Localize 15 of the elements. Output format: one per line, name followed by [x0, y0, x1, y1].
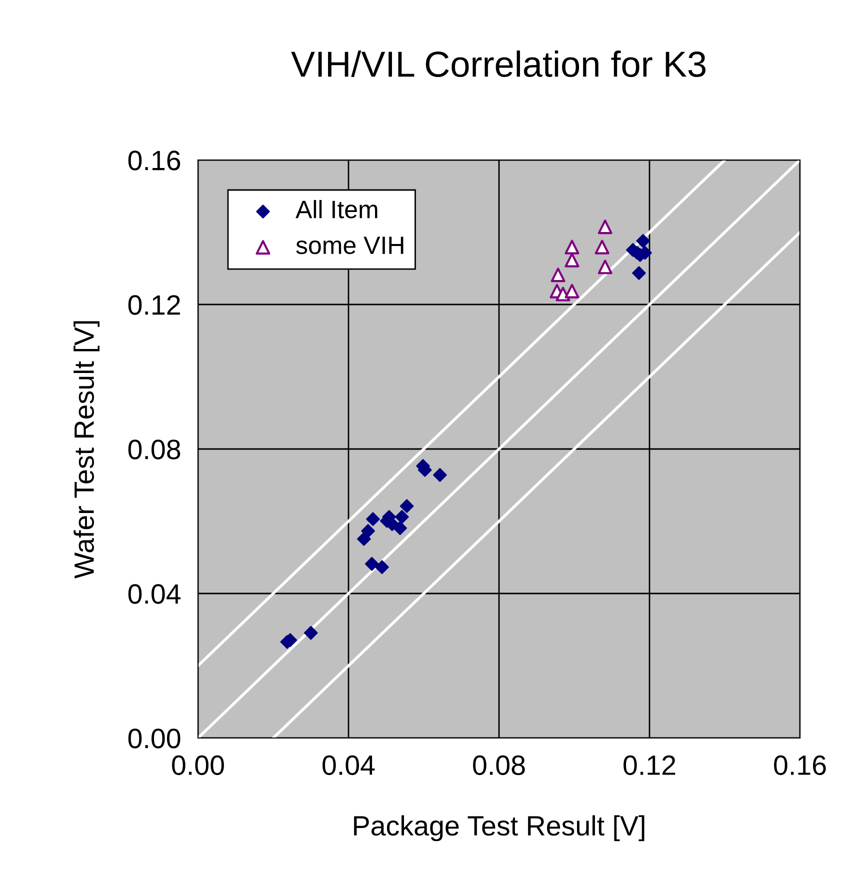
- x-tick-label: 0.00: [172, 755, 224, 776]
- x-tick-label: 0.08: [473, 755, 525, 776]
- y-tick-label: 0.00: [128, 728, 180, 748]
- x-tick-label: 0.12: [624, 755, 676, 776]
- x-axis-title: Package Test Result [V]: [354, 815, 644, 842]
- y-tick-label: 0.04: [128, 584, 181, 604]
- y-tick-label: 0.08: [128, 440, 180, 460]
- legend-label: some VIH: [296, 236, 404, 254]
- legend-label: All Item: [296, 200, 378, 218]
- x-tick-label: 0.04: [322, 755, 375, 776]
- y-axis-title: Wafer Test Result [V]: [74, 321, 100, 579]
- chart-title: VIH/VIL Correlation for K3: [291, 50, 706, 78]
- y-tick-label: 0.16: [128, 150, 180, 170]
- x-tick-label: 0.16: [774, 755, 826, 776]
- y-tick-label: 0.12: [128, 295, 180, 315]
